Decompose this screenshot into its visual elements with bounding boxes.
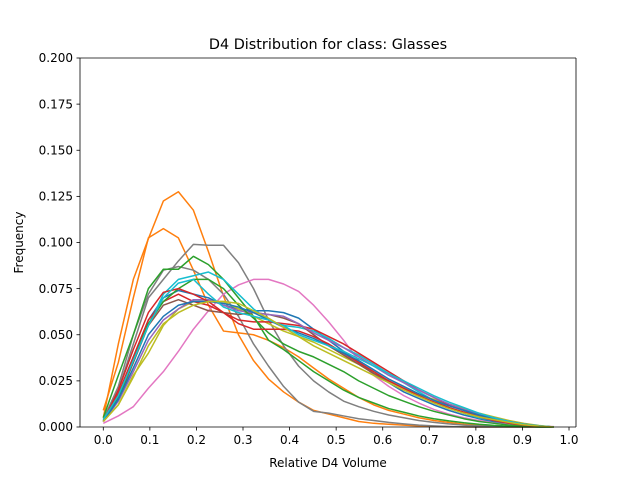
x-tick-label: 0.9 bbox=[513, 433, 532, 447]
chart-title: D4 Distribution for class: Glasses bbox=[209, 37, 447, 53]
x-tick-label: 0.3 bbox=[233, 433, 252, 447]
y-tick-label: 0.000 bbox=[39, 420, 73, 434]
x-tick-label: 0.5 bbox=[327, 433, 346, 447]
x-tick-label: 0.1 bbox=[140, 433, 159, 447]
x-tick-label: 0.0 bbox=[94, 433, 113, 447]
y-tick-label: 0.150 bbox=[39, 143, 73, 157]
series-line-17 bbox=[102, 300, 555, 428]
series-line-5 bbox=[102, 278, 554, 428]
series-line-6 bbox=[102, 255, 554, 428]
y-tick-label: 0.175 bbox=[39, 97, 73, 111]
y-tick-label: 0.050 bbox=[39, 328, 73, 342]
series-layer bbox=[102, 191, 555, 428]
series-line-12 bbox=[102, 298, 555, 428]
x-tick-label: 0.8 bbox=[466, 433, 485, 447]
x-tick-label: 0.2 bbox=[187, 433, 206, 447]
y-tick-label: 0.100 bbox=[39, 236, 73, 250]
y-tick-label: 0.200 bbox=[39, 51, 73, 65]
x-tick-label: 0.6 bbox=[373, 433, 392, 447]
series-line-8 bbox=[102, 271, 555, 428]
y-tick-label: 0.075 bbox=[39, 282, 73, 296]
series-line-3 bbox=[102, 243, 554, 428]
x-axis-ticks: 0.0 0.1 0.2 0.3 0.4 0.5 0.6 0.7 0.8 0.9 1.0 bbox=[94, 427, 579, 447]
y-axis-ticks: 0.000 0.025 0.050 0.075 0.100 0.125 0.150 0.175… bbox=[39, 51, 80, 434]
x-tick-label: 0.7 bbox=[420, 433, 439, 447]
series-line-16 bbox=[102, 278, 555, 428]
plot-area bbox=[80, 58, 576, 427]
y-axis-label: Frequency bbox=[12, 212, 26, 274]
x-tick-label: 0.4 bbox=[280, 433, 299, 447]
x-tick-label: 1.0 bbox=[559, 433, 578, 447]
y-tick-label: 0.125 bbox=[39, 190, 73, 204]
x-axis-label: Relative D4 Volume bbox=[269, 456, 387, 470]
y-tick-label: 0.025 bbox=[39, 374, 73, 388]
